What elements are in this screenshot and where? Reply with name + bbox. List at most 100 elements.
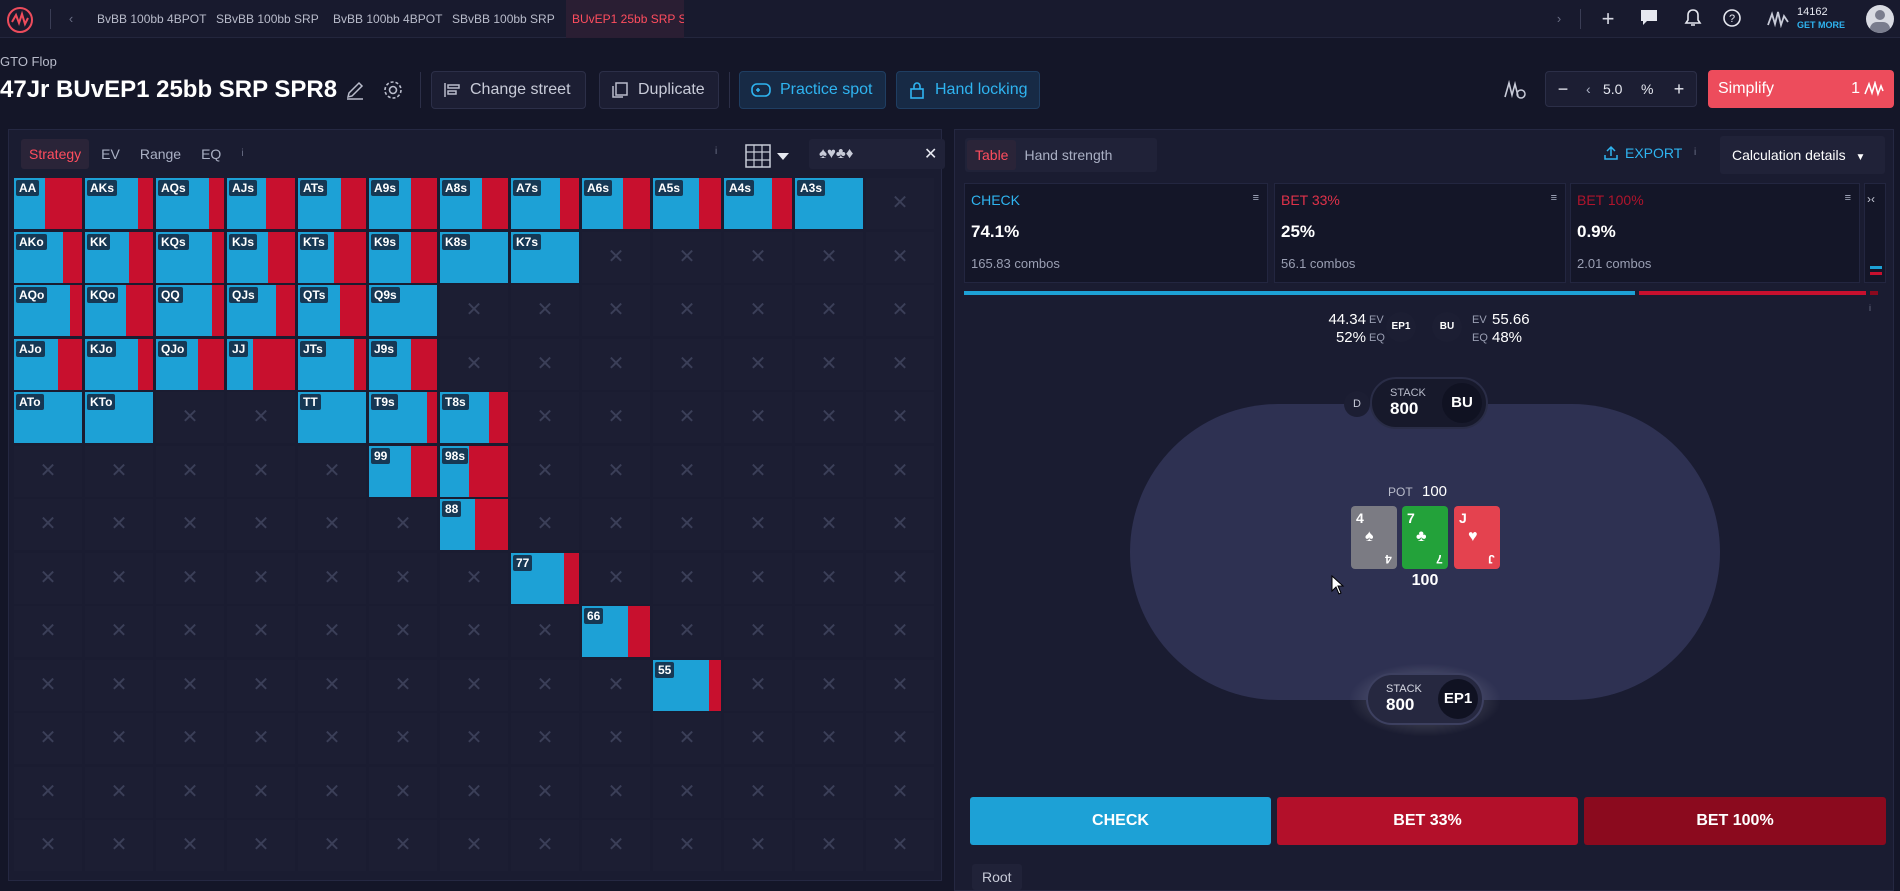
- matrix-cell-empty[interactable]: ✕: [653, 606, 721, 657]
- matrix-cell-empty[interactable]: ✕: [866, 820, 934, 871]
- matrix-cell-empty[interactable]: ✕: [440, 338, 508, 390]
- matrix-cell-empty[interactable]: ✕: [85, 820, 153, 871]
- tab-hand-strength[interactable]: Hand strength: [1024, 147, 1113, 163]
- tab-solution-1[interactable]: BvBB 100bb 4BPOT: [97, 12, 207, 26]
- matrix-cell[interactable]: 66: [582, 606, 650, 657]
- matrix-cell-empty[interactable]: ✕: [653, 552, 721, 604]
- matrix-cell-empty[interactable]: ✕: [724, 820, 792, 871]
- matrix-cell-empty[interactable]: ✕: [795, 766, 863, 818]
- matrix-cell[interactable]: KQo: [85, 285, 153, 336]
- matrix-cell[interactable]: QJs: [227, 285, 295, 336]
- matrix-cell-empty[interactable]: ✕: [795, 285, 863, 336]
- tab-solution-active[interactable]: BUvEP1 25bb SRP SF: [566, 0, 684, 38]
- matrix-cell-empty[interactable]: ✕: [227, 445, 295, 497]
- matrix-cell-empty[interactable]: ✕: [440, 713, 508, 764]
- matrix-cell[interactable]: A5s: [653, 178, 721, 229]
- duplicate-button[interactable]: Duplicate: [599, 71, 719, 109]
- matrix-cell[interactable]: KJo: [85, 338, 153, 390]
- zoom-decrease-button[interactable]: −: [1557, 79, 1569, 99]
- matrix-cell[interactable]: K7s: [511, 231, 579, 283]
- matrix-cell-empty[interactable]: ✕: [795, 338, 863, 390]
- export-button[interactable]: EXPORT: [1603, 145, 1682, 161]
- matrix-cell-empty[interactable]: ✕: [795, 820, 863, 871]
- matrix-cell-empty[interactable]: ✕: [369, 552, 437, 604]
- matrix-cell-empty[interactable]: ✕: [298, 445, 366, 497]
- matrix-cell-empty[interactable]: ✕: [511, 338, 579, 390]
- matrix-cell-empty[interactable]: ✕: [156, 766, 224, 818]
- matrix-cell-empty[interactable]: ✕: [582, 285, 650, 336]
- action-card-bet-33[interactable]: BET 33% 25% 56.1 combos ≡: [1274, 183, 1566, 283]
- matrix-cell-empty[interactable]: ✕: [653, 392, 721, 443]
- matrix-cell[interactable]: A6s: [582, 178, 650, 229]
- matrix-cell-empty[interactable]: ✕: [511, 606, 579, 657]
- matrix-cell-empty[interactable]: ✕: [724, 606, 792, 657]
- zoom-value[interactable]: 5.0: [1603, 81, 1623, 97]
- filter-icon[interactable]: ≡: [1844, 192, 1851, 204]
- matrix-cell[interactable]: K9s: [369, 231, 437, 283]
- matrix-cell[interactable]: KK: [85, 231, 153, 283]
- matrix-cell-empty[interactable]: ✕: [14, 606, 82, 657]
- matrix-cell-empty[interactable]: ✕: [511, 766, 579, 818]
- matrix-cell-empty[interactable]: ✕: [14, 766, 82, 818]
- breadcrumb[interactable]: GTO Flop: [0, 54, 57, 69]
- matrix-cell-empty[interactable]: ✕: [511, 445, 579, 497]
- matrix-cell-empty[interactable]: ✕: [156, 499, 224, 550]
- matrix-cell-empty[interactable]: ✕: [85, 445, 153, 497]
- matrix-cell-empty[interactable]: ✕: [653, 713, 721, 764]
- matrix-cell-empty[interactable]: ✕: [724, 285, 792, 336]
- export-info-icon[interactable]: i: [1694, 147, 1697, 158]
- matrix-cell-empty[interactable]: ✕: [85, 659, 153, 711]
- gto-wizard-logo-icon[interactable]: [6, 6, 34, 34]
- matrix-cell-empty[interactable]: ✕: [582, 820, 650, 871]
- matrix-cell-empty[interactable]: ✕: [369, 766, 437, 818]
- matrix-cell-empty[interactable]: ✕: [724, 499, 792, 550]
- matrix-cell[interactable]: AQo: [14, 285, 82, 336]
- compare-chart-icon[interactable]: [1503, 78, 1527, 102]
- matrix-cell-empty[interactable]: ✕: [582, 659, 650, 711]
- bet-100-button[interactable]: BET 100%: [1584, 797, 1886, 845]
- matrix-cell-empty[interactable]: ✕: [156, 606, 224, 657]
- help-icon[interactable]: ?: [1720, 8, 1744, 30]
- matrix-cell-empty[interactable]: ✕: [866, 659, 934, 711]
- tabs-scroll-right-icon[interactable]: ›: [1556, 11, 1562, 26]
- matrix-cell[interactable]: AKs: [85, 178, 153, 229]
- matrix-cell-empty[interactable]: ✕: [582, 392, 650, 443]
- matrix-cell-empty[interactable]: ✕: [369, 499, 437, 550]
- matrix-cell-empty[interactable]: ✕: [653, 338, 721, 390]
- matrix-cell-empty[interactable]: ✕: [866, 713, 934, 764]
- matrix-cell[interactable]: AKo: [14, 231, 82, 283]
- matrix-cell-empty[interactable]: ✕: [227, 552, 295, 604]
- matrix-cell-empty[interactable]: ✕: [582, 766, 650, 818]
- matrix-cell-empty[interactable]: ✕: [440, 552, 508, 604]
- matrix-cell-empty[interactable]: ✕: [298, 606, 366, 657]
- matrix-cell-empty[interactable]: ✕: [227, 392, 295, 443]
- matrix-cell-empty[interactable]: ✕: [795, 499, 863, 550]
- matrix-cell[interactable]: T8s: [440, 392, 508, 443]
- matrix-cell-empty[interactable]: ✕: [582, 231, 650, 283]
- tab-solution-3[interactable]: BvBB 100bb 4BPOT: [333, 12, 443, 26]
- bell-icon[interactable]: [1681, 8, 1705, 30]
- bar-info-icon[interactable]: i: [1869, 303, 1871, 313]
- matrix-cell-empty[interactable]: ✕: [369, 606, 437, 657]
- matrix-cell[interactable]: A4s: [724, 178, 792, 229]
- matrix-cell-empty[interactable]: ✕: [866, 552, 934, 604]
- grid-info-icon[interactable]: i: [715, 146, 718, 157]
- matrix-cell-empty[interactable]: ✕: [14, 820, 82, 871]
- calculation-details-dropdown[interactable]: Calculation details ▼: [1720, 136, 1885, 174]
- matrix-cell-empty[interactable]: ✕: [298, 659, 366, 711]
- matrix-cell-empty[interactable]: ✕: [866, 499, 934, 550]
- matrix-cell-empty[interactable]: ✕: [511, 499, 579, 550]
- matrix-cell[interactable]: A9s: [369, 178, 437, 229]
- practice-spot-button[interactable]: Practice spot: [739, 71, 886, 109]
- matrix-cell-empty[interactable]: ✕: [298, 820, 366, 871]
- matrix-cell-empty[interactable]: ✕: [795, 659, 863, 711]
- avatar[interactable]: [1866, 5, 1894, 33]
- matrix-cell[interactable]: AJs: [227, 178, 295, 229]
- matrix-cell-empty[interactable]: ✕: [511, 713, 579, 764]
- matrix-cell-empty[interactable]: ✕: [724, 659, 792, 711]
- matrix-cell-empty[interactable]: ✕: [795, 606, 863, 657]
- matrix-cell-empty[interactable]: ✕: [14, 499, 82, 550]
- matrix-cell-empty[interactable]: ✕: [156, 445, 224, 497]
- matrix-cell[interactable]: 99: [369, 445, 437, 497]
- matrix-cell-empty[interactable]: ✕: [369, 659, 437, 711]
